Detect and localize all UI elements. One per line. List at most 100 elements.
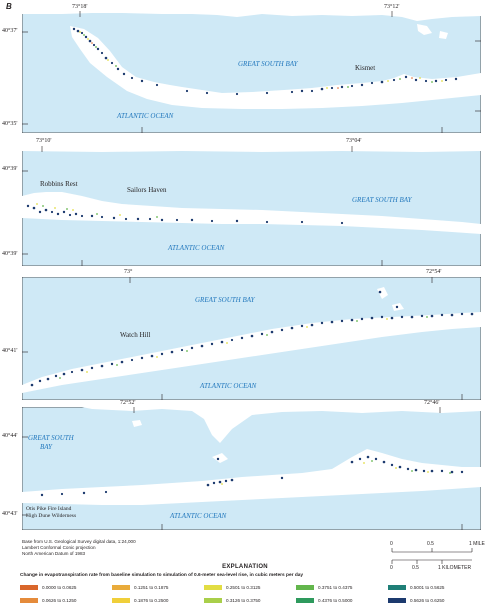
- scale-km-1: 1 KILOMETER: [438, 565, 472, 571]
- water-label: ATLANTIC OCEAN: [117, 112, 174, 120]
- vegetation-marks: [36, 203, 121, 216]
- island: [377, 287, 388, 299]
- legend-class-label: 0.1251 to 0.1875: [134, 585, 169, 590]
- legend: EXPLANATION Change in evapotranspiration…: [10, 564, 480, 603]
- barrier-island: [22, 449, 481, 505]
- map-panel-3: [22, 277, 481, 400]
- place-label: Watch Hill: [120, 331, 151, 339]
- vegetation-marks: [86, 318, 388, 373]
- lon-label: 72°52': [120, 400, 136, 406]
- legend-class: 0.5626 to 0.6250: [388, 598, 445, 603]
- legend-class: 0.1251 to 0.1875: [112, 585, 169, 590]
- map-panel-1: [22, 11, 481, 133]
- legend-class: 0.3126 to 0.3750: [204, 598, 261, 603]
- vegetation-marks: [59, 316, 428, 379]
- lon-label: 73°: [124, 269, 133, 275]
- scale-mile-0: 0: [390, 541, 393, 547]
- scale-km-half: 0.5: [412, 565, 419, 571]
- lon-label: 73°04': [346, 138, 362, 144]
- map-panel-2: [22, 146, 481, 266]
- water-label: GREAT SOUTH BAY: [352, 196, 412, 204]
- legend-class: 0.0626 to 0.1250: [20, 598, 77, 603]
- credit-line: Lambert Conformal Conic projection: [22, 545, 96, 551]
- legend-class: 0.3751 to 0.4375: [296, 585, 353, 590]
- legend-swatch: [20, 585, 38, 590]
- place-label: Sailors Haven: [127, 186, 167, 194]
- lat-label: 40°41': [2, 348, 18, 354]
- map-panel-4: [22, 407, 481, 530]
- legend-class: 0.4376 to 0.5000: [296, 598, 353, 603]
- place-label: High Dune Wilderness: [26, 513, 77, 519]
- legend-swatch: [388, 585, 406, 590]
- place-label: Otis Pike Fire Island: [26, 506, 72, 512]
- legend-class-label: 0.3751 to 0.4375: [318, 585, 353, 590]
- legend-swatch: [204, 598, 222, 603]
- legend-class-label: 0.4376 to 0.5000: [318, 598, 353, 603]
- barrier-island: [22, 312, 481, 393]
- legend-class: 0.2501 to 0.3125: [204, 585, 261, 590]
- water-label: ATLANTIC OCEAN: [168, 244, 225, 252]
- scale-km-0: 0: [390, 565, 393, 571]
- water-area: [22, 11, 481, 133]
- legend-class: 0.1876 to 0.2500: [112, 598, 169, 603]
- place-label: Robbins Rest: [40, 180, 78, 188]
- legend-subtitle: Change in evapotranspiration rate from b…: [20, 573, 304, 578]
- mainland: [22, 11, 481, 21]
- lat-label: 40°39': [2, 166, 18, 172]
- legend-class-label: 0.5626 to 0.6250: [410, 598, 445, 603]
- vegetation-marks: [91, 42, 413, 89]
- legend-class-label: 0.0000 to 0.0625: [42, 585, 77, 590]
- legend-swatch: [204, 585, 222, 590]
- vegetation-marks: [40, 455, 464, 497]
- legend-swatch: [388, 598, 406, 603]
- legend-class: 0.5001 to 0.5625: [388, 585, 445, 590]
- legend-class-label: 0.2501 to 0.3125: [226, 585, 261, 590]
- panel-letter: B: [6, 2, 12, 11]
- scale-mile-half: 0.5: [427, 541, 434, 547]
- scale-mile-1: 1 MILE: [469, 541, 485, 547]
- lon-label: 72°46': [424, 400, 440, 406]
- lon-label: 73°10': [36, 138, 52, 144]
- vegetation-marks: [26, 204, 344, 225]
- water-label: GREAT SOUTH BAY: [195, 296, 255, 304]
- legend-class-label: 0.3126 to 0.3750: [226, 598, 261, 603]
- mainland: [82, 407, 481, 443]
- legend-class-label: 0.1876 to 0.2500: [134, 598, 169, 603]
- water-label: GREAT SOUTH: [28, 434, 74, 442]
- island: [132, 420, 142, 427]
- graticule-ticks: [22, 407, 463, 530]
- lat-label: 40°44': [2, 433, 18, 439]
- lon-label: 72°54': [426, 269, 442, 275]
- graticule-ticks: [22, 277, 463, 400]
- water-label: ATLANTIC OCEAN: [200, 382, 257, 390]
- vegetation-marks: [221, 462, 429, 485]
- legend-title: EXPLANATION: [222, 564, 268, 570]
- vegetation-marks: [83, 34, 433, 88]
- legend-swatch: [112, 598, 130, 603]
- island: [417, 24, 432, 35]
- graticule-ticks: [22, 11, 481, 133]
- credit-line: Base from U.S. Geological Survey digital…: [22, 539, 136, 544]
- legend-class-label: 0.5001 to 0.5625: [410, 585, 445, 590]
- island: [212, 453, 228, 463]
- legend-class-label: 0.0626 to 0.1250: [42, 598, 77, 603]
- mainland: [22, 146, 481, 152]
- lat-label: 40°39': [2, 251, 18, 257]
- water-label: ATLANTIC OCEAN: [170, 512, 227, 520]
- legend-class: 0.0000 to 0.0625: [20, 585, 77, 590]
- legend-swatch: [296, 598, 314, 603]
- lat-label: 40°37': [2, 28, 18, 34]
- credit-line: North American Datum of 1983: [22, 551, 86, 557]
- water-label: GREAT SOUTH BAY: [238, 60, 298, 68]
- island: [439, 31, 448, 39]
- barrier-island: [22, 192, 481, 234]
- legend-swatch: [20, 598, 38, 603]
- barrier-island: [70, 26, 481, 109]
- base-credits: Base from U.S. Geological Survey digital…: [22, 539, 136, 558]
- graticule-ticks: [22, 146, 383, 266]
- vegetation-marks: [371, 460, 451, 474]
- lat-label: 40°43': [2, 511, 18, 517]
- vegetation-marks: [72, 27, 458, 96]
- legend-swatch: [296, 585, 314, 590]
